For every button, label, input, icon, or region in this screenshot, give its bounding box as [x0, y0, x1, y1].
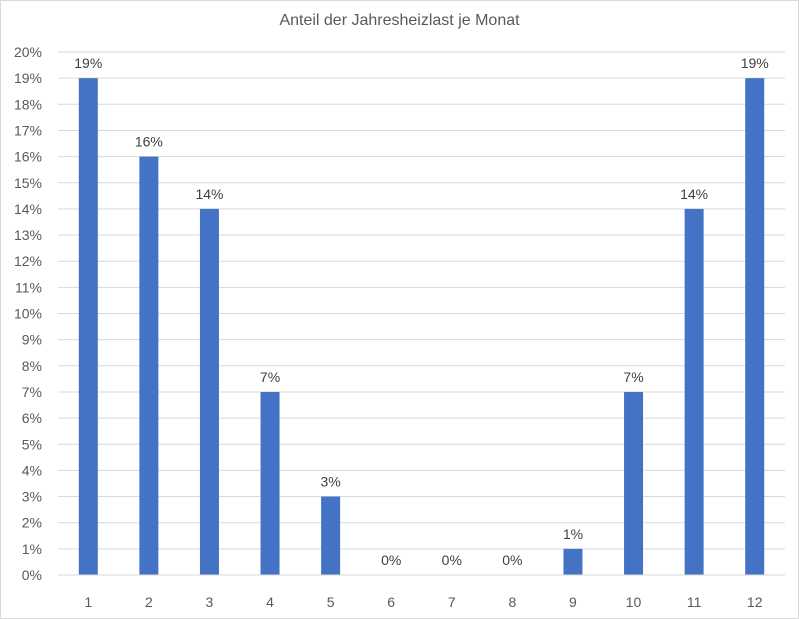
bar — [260, 391, 280, 575]
y-tick-label: 15% — [14, 175, 42, 191]
y-tick-label: 0% — [22, 567, 42, 583]
bar — [624, 391, 644, 575]
x-tick-label: 8 — [508, 594, 516, 610]
data-label: 19% — [74, 55, 102, 71]
y-tick-label: 1% — [22, 541, 42, 557]
x-tick-label: 1 — [84, 594, 92, 610]
y-tick-label: 13% — [14, 227, 42, 243]
y-tick-label: 7% — [22, 384, 42, 400]
bar — [199, 208, 219, 575]
data-label: 0% — [502, 552, 522, 568]
y-tick-label: 6% — [22, 410, 42, 426]
data-label: 3% — [321, 474, 341, 490]
x-tick-label: 7 — [448, 594, 456, 610]
x-tick-label: 3 — [206, 594, 214, 610]
y-tick-label: 14% — [14, 201, 42, 217]
bar — [139, 156, 159, 575]
bar — [321, 496, 341, 575]
y-tick-label: 18% — [14, 96, 42, 112]
data-label: 19% — [741, 55, 769, 71]
x-tick-label: 12 — [747, 594, 763, 610]
x-tick-label: 6 — [387, 594, 395, 610]
y-tick-label: 8% — [22, 358, 42, 374]
x-tick-label: 9 — [569, 594, 577, 610]
y-tick-label: 9% — [22, 332, 42, 348]
data-label: 16% — [135, 134, 163, 150]
y-tick-label: 5% — [22, 436, 42, 452]
x-tick-label: 10 — [626, 594, 642, 610]
bar — [563, 548, 583, 575]
y-tick-label: 16% — [14, 149, 42, 165]
bar — [78, 78, 98, 576]
data-label: 0% — [442, 552, 462, 568]
bar — [684, 208, 704, 575]
y-tick-label: 19% — [14, 70, 42, 86]
chart-title: Anteil der Jahresheizlast je Monat — [279, 12, 520, 29]
y-tick-label: 3% — [22, 489, 42, 505]
data-label: 14% — [195, 186, 223, 202]
y-tick-label: 20% — [14, 44, 42, 60]
data-label: 0% — [381, 552, 401, 568]
bar — [745, 78, 765, 576]
y-tick-label: 4% — [22, 462, 42, 478]
y-tick-label: 12% — [14, 253, 42, 269]
x-tick-label: 2 — [145, 594, 153, 610]
data-label: 14% — [680, 186, 708, 202]
x-tick-label: 11 — [687, 594, 702, 610]
y-tick-label: 17% — [14, 122, 42, 138]
x-tick-label: 4 — [266, 594, 274, 610]
data-label: 7% — [260, 369, 280, 385]
data-label: 1% — [563, 526, 583, 542]
data-label: 7% — [623, 369, 643, 385]
y-tick-label: 2% — [22, 515, 42, 531]
y-tick-label: 10% — [14, 306, 42, 322]
x-tick-label: 5 — [327, 594, 335, 610]
y-tick-label: 11% — [15, 279, 42, 295]
